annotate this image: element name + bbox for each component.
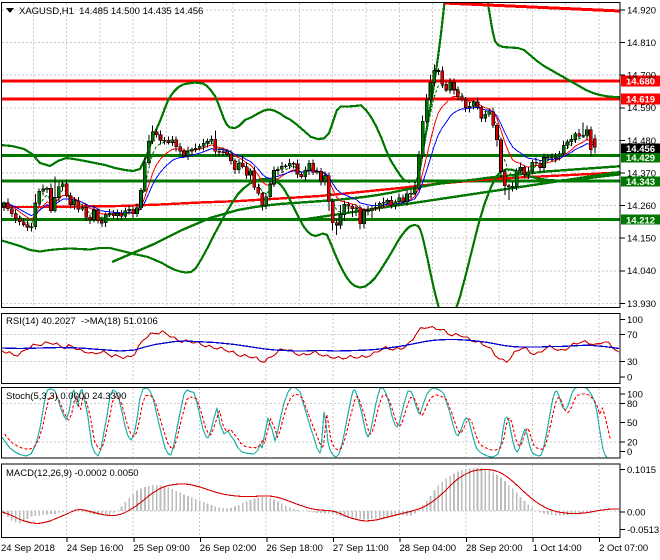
- svg-text:0.00: 0.00: [627, 507, 646, 518]
- svg-text:20: 20: [627, 437, 638, 448]
- svg-text:14.590: 14.590: [627, 103, 656, 114]
- svg-text:25 Sep 09:00: 25 Sep 09:00: [133, 543, 190, 554]
- svg-text:24 Sep 16:00: 24 Sep 16:00: [67, 543, 124, 554]
- svg-text:14.920: 14.920: [627, 5, 656, 16]
- svg-text:50: 50: [627, 418, 638, 429]
- svg-text:14.150: 14.150: [627, 234, 656, 245]
- svg-text:14.343: 14.343: [626, 177, 655, 188]
- svg-text:0.1015: 0.1015: [627, 465, 656, 476]
- svg-text:80: 80: [627, 399, 638, 410]
- svg-text:28 Sep 20:00: 28 Sep 20:00: [466, 543, 523, 554]
- svg-text:-0.0513: -0.0513: [627, 525, 659, 536]
- svg-text:26 Sep 02:00: 26 Sep 02:00: [200, 543, 257, 554]
- svg-text:0: 0: [627, 447, 632, 458]
- svg-text:XAGUSD,H1 14.485 14.500 14.43: XAGUSD,H1 14.485 14.500 14.435 14.456: [19, 6, 203, 17]
- svg-text:RSI(14) 40.2027 ->MA(18) 51.0: RSI(14) 40.2027 ->MA(18) 51.0106: [6, 316, 158, 327]
- svg-text:14.680: 14.680: [626, 77, 655, 88]
- svg-text:Stoch(5,3,3) 0.0000 24.3390: Stoch(5,3,3) 0.0000 24.3390: [6, 391, 126, 402]
- svg-text:2 Oct 07:00: 2 Oct 07:00: [599, 543, 648, 554]
- svg-text:13.930: 13.930: [627, 299, 656, 310]
- svg-text:14.429: 14.429: [626, 153, 655, 164]
- svg-text:70: 70: [627, 330, 638, 341]
- svg-text:24 Sep 2018: 24 Sep 2018: [1, 543, 55, 554]
- svg-text:100: 100: [627, 315, 643, 326]
- svg-text:14.619: 14.619: [626, 95, 655, 106]
- svg-text:14.810: 14.810: [627, 38, 656, 49]
- svg-text:27 Sep 11:00: 27 Sep 11:00: [333, 543, 389, 554]
- svg-text:14.040: 14.040: [627, 266, 656, 277]
- svg-text:14.370: 14.370: [627, 168, 656, 179]
- svg-text:14.700: 14.700: [627, 71, 656, 82]
- svg-text:MACD(12,26,9) -0.0002 0.0050: MACD(12,26,9) -0.0002 0.0050: [6, 468, 139, 479]
- svg-text:14.212: 14.212: [626, 215, 655, 226]
- svg-text:14.456: 14.456: [626, 144, 655, 155]
- svg-text:30: 30: [627, 357, 638, 368]
- svg-text:14.260: 14.260: [627, 201, 656, 212]
- svg-text:28 Sep 04:00: 28 Sep 04:00: [400, 543, 457, 554]
- svg-text:26 Sep 18:00: 26 Sep 18:00: [266, 543, 323, 554]
- svg-text:0: 0: [627, 372, 632, 383]
- svg-text:14.480: 14.480: [627, 136, 656, 147]
- svg-text:1 Oct 14:00: 1 Oct 14:00: [533, 543, 582, 554]
- svg-text:100: 100: [627, 389, 643, 400]
